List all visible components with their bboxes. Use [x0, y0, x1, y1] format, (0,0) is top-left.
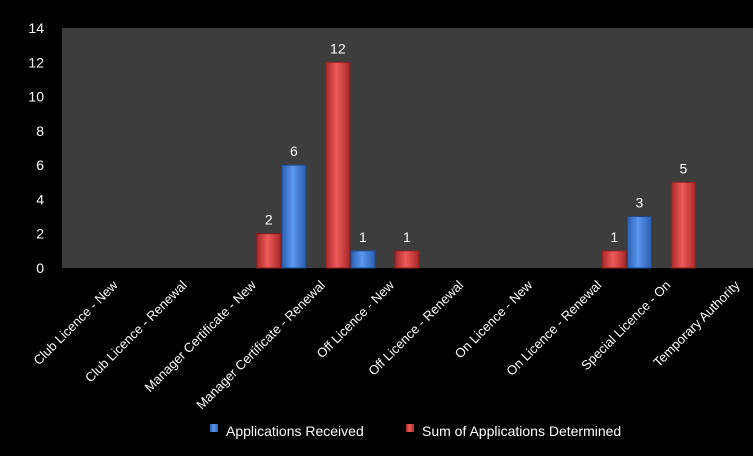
data-label: 1 [359, 229, 367, 245]
bar-series [256, 61, 696, 269]
data-label: 3 [635, 195, 643, 211]
data-label: 1 [403, 229, 411, 245]
y-tick-label: 0 [36, 260, 44, 276]
y-tick-label: 14 [28, 20, 44, 36]
bar-applications-determined [325, 61, 351, 269]
legend-label-applications-received: Applications Received [226, 423, 364, 439]
bar-applications-received [626, 216, 652, 269]
bar-applications-determined [394, 250, 420, 269]
legend-swatch-applications-received [210, 424, 218, 432]
x-category-label: Manager Certificate - New [141, 277, 259, 395]
y-tick-label: 12 [28, 54, 44, 70]
y-tick-label: 10 [28, 89, 44, 105]
bar-applications-determined [601, 250, 627, 269]
data-labels: 2 6 12 1 1 1 3 5 [265, 40, 688, 245]
y-tick-label: 2 [36, 226, 44, 242]
data-label: 6 [290, 143, 298, 159]
bar-applications-determined [670, 181, 696, 269]
legend-label-applications-determined: Sum of Applications Determined [422, 423, 621, 439]
data-label: 2 [265, 212, 273, 228]
bar-applications-received [350, 250, 376, 269]
legend-swatch-applications-determined [406, 424, 414, 432]
data-label: 5 [679, 160, 687, 176]
x-category-label: Manager Certificate - Renewal [193, 277, 328, 412]
bar-applications-received [281, 164, 307, 269]
data-label: 12 [330, 40, 346, 56]
y-tick-label: 6 [36, 157, 44, 173]
legend: Applications Received Sum of Applications… [210, 423, 621, 439]
y-axis-ticks: 0 2 4 6 8 10 12 14 [28, 20, 44, 276]
bar-applications-determined [256, 233, 282, 269]
y-tick-label: 4 [36, 191, 44, 207]
data-label: 1 [610, 229, 618, 245]
y-tick-label: 8 [36, 123, 44, 139]
